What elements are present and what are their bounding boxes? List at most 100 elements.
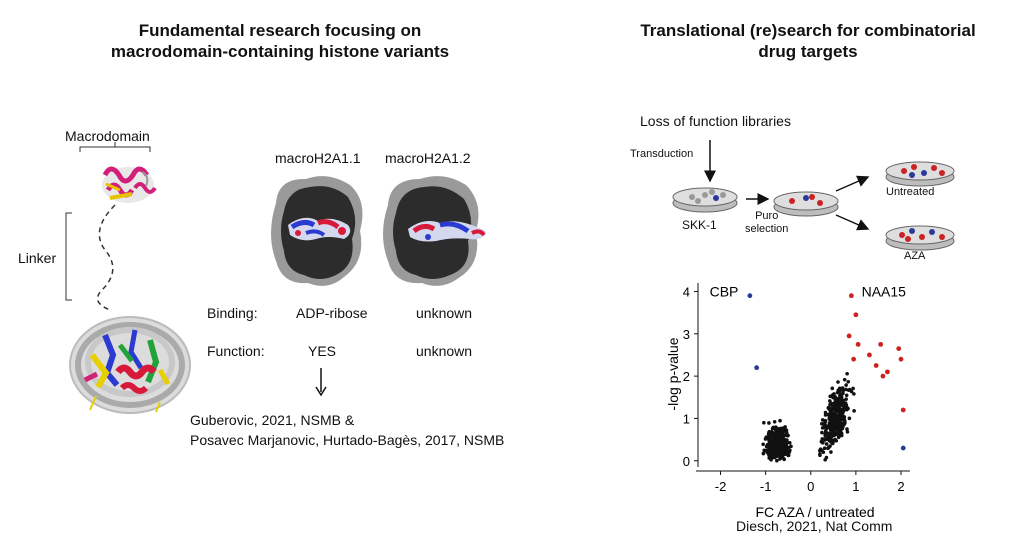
data-point: [840, 392, 844, 396]
highlight-point: [867, 352, 872, 358]
highlight-point: [878, 341, 884, 347]
data-point: [849, 389, 854, 394]
data-point: [778, 436, 782, 440]
data-point: [820, 421, 824, 426]
left-citation-line1: Guberovic, 2021, NSMB &: [190, 412, 355, 428]
data-point: [830, 386, 835, 391]
data-point: [831, 395, 835, 400]
data-point: [839, 431, 844, 436]
right-title-line2: drug targets: [758, 42, 858, 61]
data-point: [841, 388, 845, 393]
left-title: Fundamental research focusing on macrodo…: [60, 20, 500, 62]
petri-dish-untreated: [885, 161, 955, 187]
puro-line1: Puro: [755, 210, 779, 222]
macroH2A1.1-surface-illustration: [271, 176, 363, 286]
data-point: [829, 430, 834, 434]
data-point: [851, 386, 855, 391]
data-point: [828, 411, 833, 416]
function-label: Function:: [207, 343, 265, 359]
data-point: [823, 437, 828, 441]
data-point: [823, 418, 828, 423]
highlight-point: [851, 356, 857, 362]
right-title: Translational (re)search for combinatori…: [598, 20, 1018, 62]
x-tick-label: 1: [852, 479, 859, 494]
data-point: [844, 397, 848, 401]
highlight-point: [896, 346, 902, 352]
data-point: [844, 387, 848, 392]
data-point: [823, 433, 827, 438]
data-point: [784, 442, 788, 446]
data-point: [827, 445, 831, 450]
y-tick-label: 1: [683, 411, 690, 426]
data-point: [770, 426, 775, 431]
data-point: [842, 402, 847, 406]
variant2-label: macroH2A1.2: [385, 150, 471, 166]
data-point: [786, 445, 791, 450]
data-point: [845, 407, 849, 412]
data-point: [826, 432, 831, 437]
data-point: [789, 444, 793, 449]
data-point: [828, 402, 832, 407]
data-point: [840, 414, 845, 418]
libraries-label: Loss of function libraries: [640, 113, 791, 129]
petri-dish-skk1: [672, 187, 738, 213]
data-point: [824, 442, 829, 446]
data-point: [847, 416, 852, 421]
data-point: [777, 432, 781, 436]
data-point: [839, 403, 843, 407]
x-tick-label: -1: [760, 479, 772, 494]
data-point: [764, 448, 768, 453]
data-point: [775, 436, 779, 440]
data-point: [824, 455, 829, 460]
data-point: [778, 457, 782, 461]
data-point: [823, 413, 828, 417]
y-tick-label: 0: [683, 454, 690, 469]
data-point: [852, 392, 856, 396]
data-point: [844, 393, 849, 398]
left-citation: Guberovic, 2021, NSMB & Posavec Marjanov…: [190, 410, 504, 450]
y-axis-label: -log p-value: [665, 337, 681, 410]
data-point: [783, 438, 787, 443]
highlight-point: [900, 445, 906, 451]
x-tick-label: -2: [715, 479, 727, 494]
data-point: [769, 452, 773, 457]
data-point: [822, 446, 827, 451]
data-point: [820, 430, 824, 435]
data-point: [836, 380, 840, 384]
function-value-v2: unknown: [416, 343, 473, 359]
highlight-point: [848, 293, 854, 299]
data-point: [767, 455, 772, 460]
puro-line2: selection: [745, 223, 789, 235]
data-point: [761, 442, 765, 447]
highlight-point: [855, 341, 861, 347]
data-point: [832, 415, 837, 419]
data-point: [836, 403, 840, 407]
data-point: [767, 421, 771, 425]
data-point: [772, 420, 777, 424]
data-point: [766, 432, 771, 436]
data-point: [764, 435, 769, 439]
highlight-point: [853, 312, 859, 318]
data-point: [772, 455, 777, 460]
data-point: [829, 419, 834, 424]
data-point: [840, 426, 845, 431]
data-point: [845, 430, 850, 434]
data-point: [845, 371, 849, 376]
data-point: [785, 449, 789, 454]
data-point: [831, 404, 836, 409]
x-tick-label: 0: [807, 479, 814, 494]
data-point: [845, 427, 849, 431]
right-citation: Diesch, 2021, Nat Comm: [736, 518, 893, 534]
data-point: [773, 452, 777, 457]
puro-selection-label: Puro selection: [745, 210, 788, 236]
data-point: [828, 416, 832, 420]
petri-dish-aza: [885, 225, 955, 251]
data-point: [775, 458, 779, 463]
data-point: [842, 419, 847, 423]
highlight-point: [880, 373, 886, 379]
y-tick-label: 3: [683, 327, 690, 342]
y-tick-label: 2: [683, 369, 690, 384]
data-point: [821, 450, 826, 455]
data-point: [829, 440, 833, 444]
data-point: [779, 446, 783, 450]
